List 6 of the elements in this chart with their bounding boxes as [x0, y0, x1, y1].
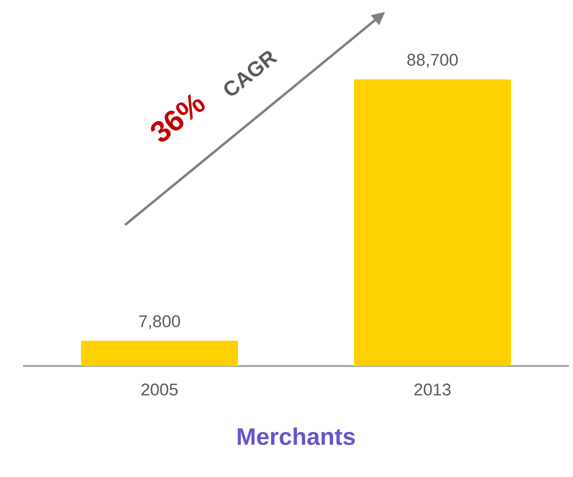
data-label: 7,800: [139, 315, 180, 330]
data-label: 88,700: [407, 54, 458, 68]
x-tick-label: 2013: [414, 384, 451, 396]
x-axis-title: Merchants: [238, 427, 355, 446]
x-tick-label: 2005: [142, 384, 178, 396]
annotation: 36%: [150, 94, 205, 142]
